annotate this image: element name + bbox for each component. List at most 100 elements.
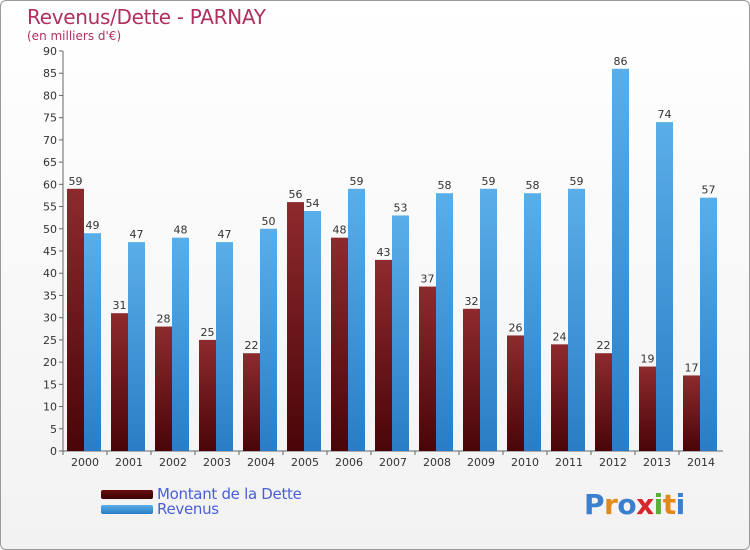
bar-revenus-2010 xyxy=(524,193,541,451)
bar-revenus-2013 xyxy=(656,122,673,451)
data-label-dette-2002: 28 xyxy=(157,313,171,326)
y-tick-label: 15 xyxy=(43,378,57,391)
proxiti-logo: Proxiti xyxy=(584,488,685,521)
chart-title: Revenus/Dette - PARNAY xyxy=(27,5,266,29)
y-tick-label: 5 xyxy=(50,423,57,436)
x-tick-label: 2005 xyxy=(291,456,319,469)
bar-dette-2005 xyxy=(287,202,304,451)
y-tick-label: 55 xyxy=(43,201,57,214)
bar-dette-2002 xyxy=(155,326,172,451)
x-tick-label: 2001 xyxy=(115,456,143,469)
data-label-revenus-2004: 50 xyxy=(262,215,276,228)
data-label-dette-2009: 32 xyxy=(465,295,479,308)
y-tick-label: 75 xyxy=(43,112,57,125)
x-tick-label: 2013 xyxy=(643,456,671,469)
bar-revenus-2002 xyxy=(172,237,189,451)
y-tick-label: 70 xyxy=(43,134,57,147)
data-label-revenus-2014: 57 xyxy=(702,184,716,197)
bar-dette-2003 xyxy=(199,339,216,451)
data-label-dette-2005: 56 xyxy=(289,188,303,201)
y-tick-label: 25 xyxy=(43,334,57,347)
bar-revenus-2008 xyxy=(436,193,453,451)
legend-swatch-dette xyxy=(101,490,153,499)
y-tick-label: 90 xyxy=(43,45,57,58)
logo-letter: x xyxy=(636,488,654,521)
data-label-revenus-2006: 59 xyxy=(350,175,364,188)
bar-dette-2004 xyxy=(243,353,260,451)
legend-label-dette: Montant de la Dette xyxy=(157,485,302,503)
logo-letter: P xyxy=(584,488,605,521)
bar-revenus-2005 xyxy=(304,211,321,451)
x-tick-label: 2010 xyxy=(511,456,539,469)
bar-revenus-2012 xyxy=(612,68,629,452)
y-tick-label: 50 xyxy=(43,223,57,236)
data-label-dette-2008: 37 xyxy=(421,273,435,286)
bar-dette-2008 xyxy=(419,286,436,451)
data-label-revenus-2009: 59 xyxy=(482,175,496,188)
y-tick-label: 30 xyxy=(43,312,57,325)
data-label-revenus-2002: 48 xyxy=(174,224,188,237)
data-label-revenus-2000: 49 xyxy=(86,219,100,232)
bar-revenus-2006 xyxy=(348,188,365,451)
data-label-dette-2013: 19 xyxy=(641,353,655,366)
bar-dette-2001 xyxy=(111,313,128,451)
bar-revenus-2007 xyxy=(392,215,409,451)
x-tick-label: 2000 xyxy=(71,456,99,469)
bar-revenus-2004 xyxy=(260,228,277,451)
bar-revenus-2001 xyxy=(128,242,145,451)
data-label-dette-2010: 26 xyxy=(509,321,523,334)
chart-bars xyxy=(67,68,717,452)
x-tick-label: 2007 xyxy=(379,456,407,469)
bar-chart: 0 5 10 15 20 25 30 35 40 45 50 55 60 65 70 75 80 85 90 2000… xyxy=(43,45,723,469)
data-label-revenus-2005: 54 xyxy=(306,197,320,210)
data-label-dette-2007: 43 xyxy=(377,246,391,259)
bar-revenus-2014 xyxy=(700,197,717,451)
y-tick-label: 40 xyxy=(43,267,57,280)
data-label-dette-2001: 31 xyxy=(113,299,127,312)
data-label-revenus-2007: 53 xyxy=(394,201,408,214)
logo-letter: o xyxy=(617,488,637,521)
chart-subtitle: (en milliers d'€) xyxy=(27,29,122,43)
bar-dette-2009 xyxy=(463,308,480,451)
x-tick-label: 2002 xyxy=(159,456,187,469)
y-tick-label: 20 xyxy=(43,356,57,369)
data-label-revenus-2010: 58 xyxy=(526,179,540,192)
data-label-dette-2012: 22 xyxy=(597,339,611,352)
data-label-revenus-2011: 59 xyxy=(570,175,584,188)
data-label-dette-2003: 25 xyxy=(201,326,215,339)
x-tick-label: 2003 xyxy=(203,456,231,469)
y-tick-label: 35 xyxy=(43,289,57,302)
data-label-dette-2004: 22 xyxy=(245,339,259,352)
bar-dette-2011 xyxy=(551,344,568,451)
logo-letter: i xyxy=(653,488,664,521)
x-tick-label: 2009 xyxy=(467,456,495,469)
bar-revenus-2003 xyxy=(216,242,233,451)
data-label-revenus-2008: 58 xyxy=(438,179,452,192)
data-label-dette-2000: 59 xyxy=(69,175,83,188)
y-tick-label: 60 xyxy=(43,178,57,191)
bar-dette-2000 xyxy=(67,188,84,451)
data-label-dette-2014: 17 xyxy=(685,361,699,374)
y-tick-label: 85 xyxy=(43,67,57,80)
x-tick-label: 2012 xyxy=(599,456,627,469)
y-tick-label: 80 xyxy=(43,89,57,102)
x-tick-label: 2014 xyxy=(687,456,715,469)
x-tick-label: 2004 xyxy=(247,456,275,469)
data-label-dette-2006: 48 xyxy=(333,224,347,237)
bar-dette-2007 xyxy=(375,259,392,451)
data-label-dette-2011: 24 xyxy=(553,330,567,343)
legend-label-revenus: Revenus xyxy=(157,500,219,518)
x-tick-label: 2008 xyxy=(423,456,451,469)
logo-letter: t xyxy=(662,488,676,521)
logo-letter: i xyxy=(675,488,686,521)
bar-revenus-2011 xyxy=(568,188,585,451)
logo-letter: r xyxy=(604,488,618,521)
bar-dette-2013 xyxy=(639,366,656,451)
x-tick-label: 2011 xyxy=(555,456,583,469)
y-tick-label: 45 xyxy=(43,245,57,258)
y-tick-label: 10 xyxy=(43,401,57,414)
y-tick-label: 0 xyxy=(50,445,57,458)
data-label-revenus-2001: 47 xyxy=(130,228,144,241)
data-label-revenus-2013: 74 xyxy=(658,108,672,121)
